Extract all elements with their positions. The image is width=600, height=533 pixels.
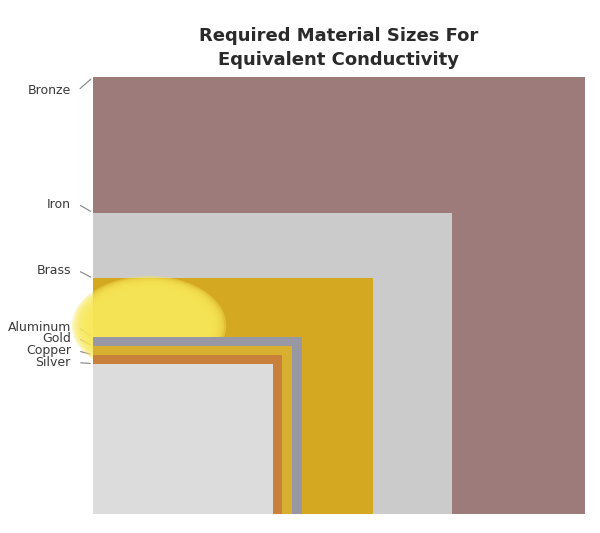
Text: Silver: Silver: [35, 356, 71, 369]
Text: Bronze: Bronze: [28, 84, 71, 97]
Text: Required Material Sizes For
Equivalent Conductivity: Required Material Sizes For Equivalent C…: [199, 27, 479, 69]
Text: Brass: Brass: [36, 264, 71, 277]
Text: Copper: Copper: [26, 344, 71, 358]
Text: Gold: Gold: [42, 332, 71, 345]
Text: Aluminum: Aluminum: [7, 321, 71, 334]
Text: Iron: Iron: [47, 198, 71, 211]
